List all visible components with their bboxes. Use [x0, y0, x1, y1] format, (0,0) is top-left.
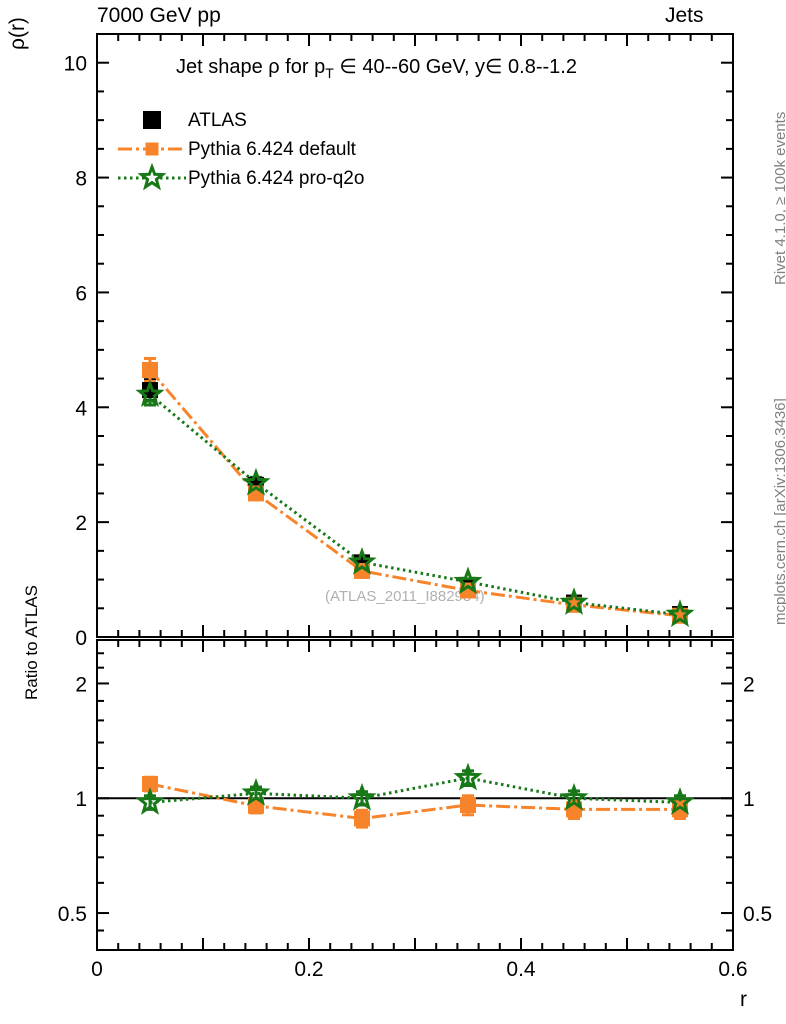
- title-part-a: Jet shape: [176, 56, 263, 78]
- ratio-data-point: [142, 775, 158, 792]
- ratio-series-line: [149, 776, 681, 804]
- ratio-ytick-label-right: 0.5: [743, 903, 772, 926]
- main-data-point: [559, 587, 589, 615]
- main-series-line: [149, 393, 681, 617]
- title-rho-symbol: ρ: [268, 56, 280, 78]
- main-data-point: [135, 379, 165, 408]
- legend-label-pythia-proq2o: Pythia 6.424 pro-q2o: [188, 168, 365, 189]
- main-data-point: [347, 547, 377, 575]
- x-axis-tick-label: 0: [91, 958, 103, 981]
- ratio-data-point: [559, 782, 589, 811]
- ratio-ytick-label-right: 2: [743, 673, 755, 696]
- ratio-data-point: [347, 782, 377, 811]
- ratio-ytick-label-right: 1: [743, 788, 755, 811]
- main-ytick-label: 8: [75, 168, 87, 191]
- title-part-b: for p: [285, 56, 326, 78]
- analysis-id-watermark: (ATLAS_2011_I882984): [325, 588, 485, 605]
- title-subscript: T: [325, 65, 334, 81]
- legend-label-atlas: ATLAS: [188, 110, 247, 131]
- main-series-line: [148, 368, 681, 618]
- main-data-point: [453, 566, 483, 595]
- ratio-panel-frame: [96, 639, 734, 951]
- ratio-data-point: [354, 810, 370, 827]
- main-ytick-label: 10: [64, 53, 87, 76]
- x-axis-tick-label: 0.4: [506, 958, 536, 981]
- main-data-point: [142, 382, 158, 399]
- main-ytick-label: 2: [75, 512, 87, 535]
- ratio-ytick-label: 2: [75, 673, 87, 696]
- main-ytick-label: 4: [75, 397, 87, 420]
- legend-label-pythia-default: Pythia 6.424 default: [188, 139, 356, 160]
- plot-title: Jet shape ρ for pT ∈ 40--60 GeV, y∈ 0.8-…: [176, 54, 577, 81]
- main-ytick-label: 0: [75, 627, 87, 650]
- ratio-data-point: [453, 762, 483, 791]
- ratio-data-point: [460, 797, 476, 814]
- legend-marker-square: [143, 111, 161, 129]
- main-data-point: [241, 467, 271, 496]
- main-data-point: [142, 361, 158, 378]
- main-panel-frame: [96, 33, 734, 638]
- legend-marker-star: [137, 162, 167, 191]
- x-axis-tick-label: 0.6: [718, 958, 747, 981]
- legend-marker-square: [145, 142, 159, 156]
- ratio-data-point: [241, 778, 271, 806]
- ratio-data-point: [665, 787, 695, 815]
- main-data-point: [665, 599, 695, 627]
- main-ytick-label: 6: [75, 282, 87, 305]
- ratio-series-line: [149, 782, 680, 820]
- x-axis-label: r: [740, 988, 747, 1011]
- ratio-data-point: [135, 787, 165, 815]
- ratio-ytick-label: 0.5: [58, 903, 87, 926]
- header-category-label: Jets: [665, 4, 704, 27]
- x-axis-tick-label: 0.2: [294, 958, 323, 981]
- title-part-c: ∈ 40--60 GeV, y∈ 0.8--1.2: [339, 56, 577, 78]
- ratio-ytick-label: 1: [75, 788, 87, 811]
- header-beam-label: 7000 GeV pp: [97, 4, 221, 27]
